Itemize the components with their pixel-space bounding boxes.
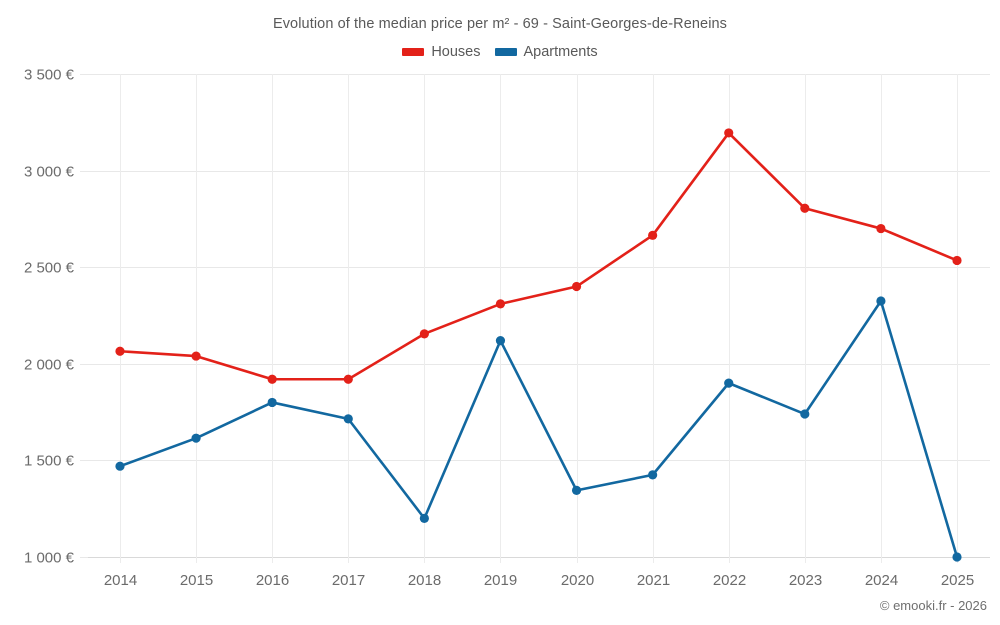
x-axis-tick-label: 2019 xyxy=(484,572,517,589)
legend-item-houses[interactable]: Houses xyxy=(402,44,481,60)
legend-label-apartments: Apartments xyxy=(523,44,598,60)
data-point-houses-2016[interactable] xyxy=(267,374,277,384)
vertical-gridlines xyxy=(120,74,958,563)
data-point-apartments-2017[interactable] xyxy=(343,414,353,424)
data-point-apartments-2015[interactable] xyxy=(191,433,201,443)
legend-item-apartments[interactable]: Apartments xyxy=(494,44,598,60)
y-axis-tick-label: 1 000 € xyxy=(24,550,75,567)
data-point-houses-2021[interactable] xyxy=(648,230,658,240)
data-point-houses-2024[interactable] xyxy=(876,223,886,234)
x-axis-tick-label: 2021 xyxy=(637,572,670,589)
copyright-credit: © emooki.fr - 2026 xyxy=(879,598,987,613)
plot-area: 1 000 € 1 500 € 2 000 € 2 500 € 3 000 € 3 500… xyxy=(24,67,990,589)
chart-title: Evolution of the median price per m² - 6… xyxy=(272,16,728,32)
x-axis-tick-label: 2025 xyxy=(941,572,974,589)
series-line-houses xyxy=(118,131,959,381)
x-axis-tick-label: 2023 xyxy=(789,572,822,589)
legend-swatch-apartments xyxy=(494,48,517,57)
x-axis-tick-label: 2017 xyxy=(332,572,365,589)
data-point-houses-2018[interactable] xyxy=(419,329,429,339)
data-point-apartments-2025[interactable] xyxy=(952,552,962,562)
chart-legend: Houses Apartments xyxy=(0,45,1000,60)
y-axis-tick-label: 2 000 € xyxy=(24,357,75,374)
series-data-points xyxy=(115,128,962,562)
data-point-apartments-2023[interactable] xyxy=(800,409,810,419)
horizontal-gridlines xyxy=(80,74,990,558)
x-axis-tick-label: 2022 xyxy=(713,572,746,589)
data-point-apartments-2021[interactable] xyxy=(648,470,658,480)
data-point-houses-2020[interactable] xyxy=(571,281,582,292)
data-point-houses-2023[interactable] xyxy=(800,203,810,213)
data-point-houses-2015[interactable] xyxy=(191,351,201,361)
data-point-apartments-2020[interactable] xyxy=(571,485,582,495)
x-axis-tick-label: 2015 xyxy=(180,572,213,589)
data-point-apartments-2022[interactable] xyxy=(724,378,734,388)
y-axis-tick-label: 2 500 € xyxy=(24,260,75,277)
x-axis-tick-label: 2024 xyxy=(865,572,898,589)
data-point-houses-2017[interactable] xyxy=(343,374,353,384)
legend-swatch-houses xyxy=(402,48,425,57)
y-axis-tick-label: 1 500 € xyxy=(24,453,75,470)
data-point-houses-2025[interactable] xyxy=(952,255,962,266)
data-point-houses-2022[interactable] xyxy=(724,128,734,138)
x-axis-tick-label: 2018 xyxy=(408,572,441,589)
x-axis-tick-label: 2020 xyxy=(561,572,594,589)
data-point-apartments-2018[interactable] xyxy=(419,513,429,523)
legend-label-houses: Houses xyxy=(431,44,481,60)
x-axis-tick-labels: 2014 2015 2016 2017 2018 2019 2020 2021 2022 2023… xyxy=(104,572,974,589)
x-axis-tick-label: 2016 xyxy=(256,572,289,589)
y-axis-tick-labels: 1 000 € 1 500 € 2 000 € 2 500 € 3 000 € 3 500… xyxy=(24,67,75,567)
series-line-apartments xyxy=(118,299,959,559)
data-point-houses-2019[interactable] xyxy=(495,299,506,309)
data-point-apartments-2016[interactable] xyxy=(267,397,277,408)
x-axis-tick-label: 2014 xyxy=(104,572,137,589)
data-point-apartments-2014[interactable] xyxy=(115,461,125,471)
y-axis-tick-label: 3 000 € xyxy=(24,164,75,181)
data-point-apartments-2024[interactable] xyxy=(876,296,886,306)
series-lines xyxy=(118,131,959,559)
data-point-houses-2014[interactable] xyxy=(115,346,125,356)
y-axis-tick-label: 3 500 € xyxy=(24,67,75,84)
data-point-apartments-2019[interactable] xyxy=(495,336,506,346)
